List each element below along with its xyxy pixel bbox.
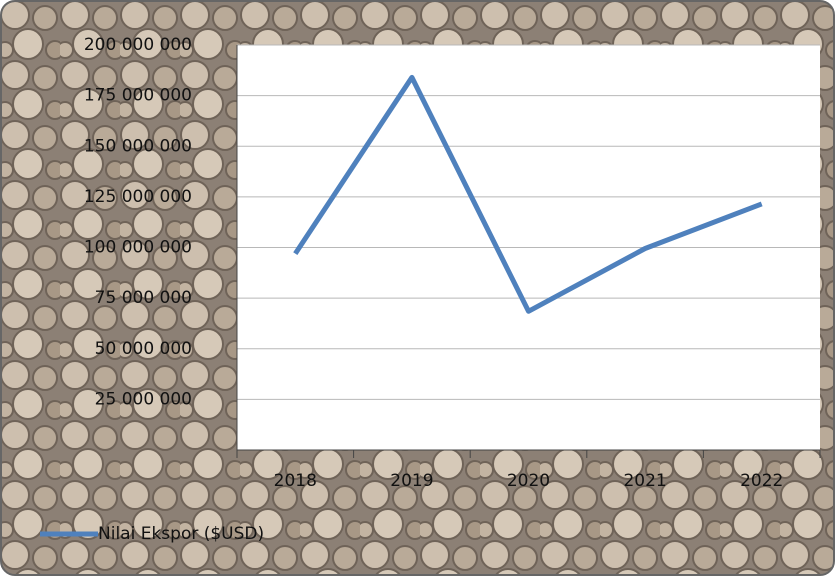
y-tick-label: 25 000 000 xyxy=(95,389,192,409)
y-tick-label: 175 000 000 xyxy=(84,86,192,106)
y-tick-label: 100 000 000 xyxy=(84,238,192,258)
x-tick-label: 2021 xyxy=(623,471,666,491)
x-tick-label: 2022 xyxy=(740,471,783,491)
x-tick-label: 2019 xyxy=(390,471,433,491)
y-tick-label: 75 000 000 xyxy=(95,288,192,308)
y-tick-label: 150 000 000 xyxy=(84,136,192,156)
data-line xyxy=(293,74,763,314)
legend-label: Nilai Ekspor ($USD) xyxy=(98,524,264,544)
y-tick-label: 125 000 000 xyxy=(84,187,192,207)
x-tick-label: 2018 xyxy=(274,471,317,491)
y-tick-label: 50 000 000 xyxy=(95,339,192,359)
x-tick-label: 2020 xyxy=(507,471,550,491)
y-tick-label: 200 000 000 xyxy=(84,35,192,55)
